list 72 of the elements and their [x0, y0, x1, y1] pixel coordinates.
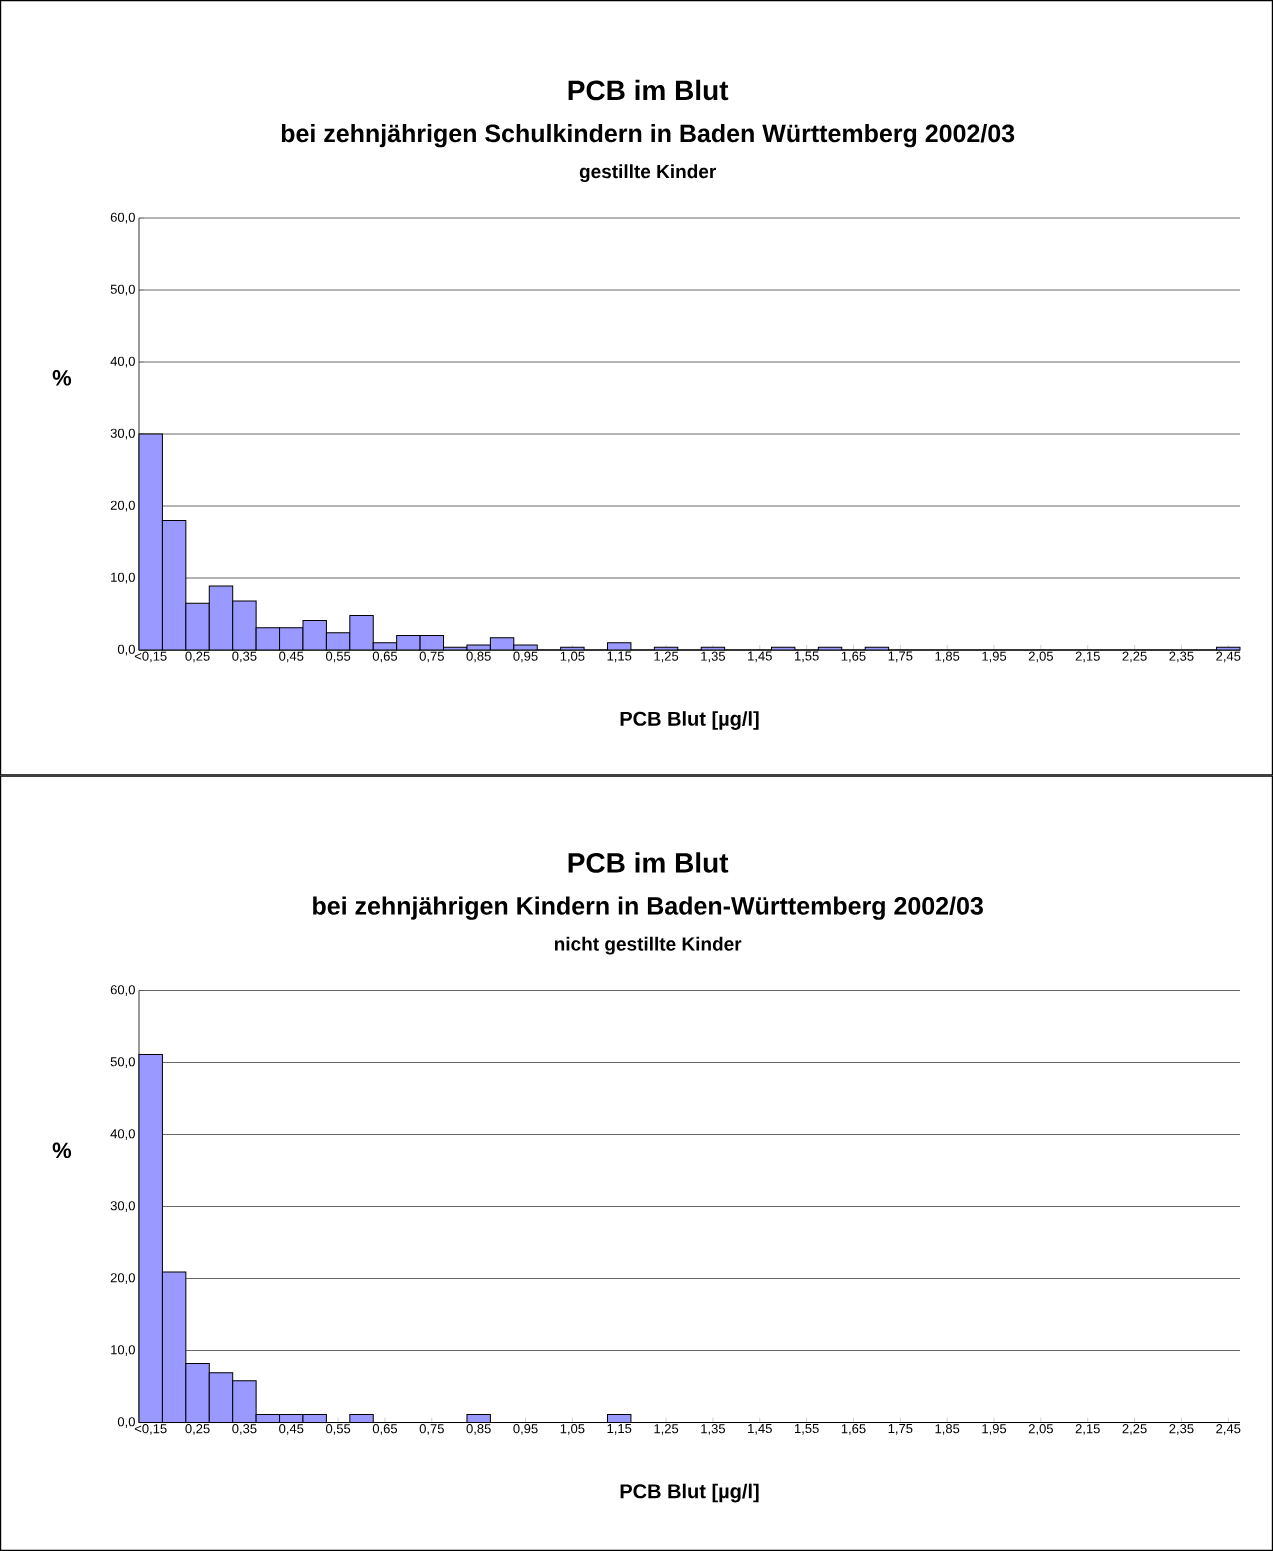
y-tick-label: 40,0 — [110, 356, 135, 368]
y-axis-title: % — [52, 370, 72, 386]
x-tick-label: 0,25 — [185, 1424, 210, 1435]
x-tick-label: 0,85 — [466, 1424, 491, 1435]
x-tick-label: 1,05 — [560, 651, 585, 663]
x-tick-label: 0,95 — [513, 1424, 538, 1435]
x-tick-label: 0,55 — [325, 651, 351, 663]
x-tick-label: 0,45 — [279, 1424, 304, 1435]
chart-subtitle: bei zehnjährigen Kindern in Baden-Württemberg 2002/03 — [313, 896, 983, 920]
x-tick-label: 1,95 — [982, 1424, 1007, 1435]
x-tick-label: 0,65 — [372, 1424, 398, 1435]
x-tick-label: 0,65 — [372, 651, 398, 663]
x-tick-label: 2,15 — [1075, 651, 1100, 663]
x-tick-label: 1,15 — [607, 1424, 632, 1435]
y-tick-label: 50,0 — [110, 284, 135, 296]
x-tick-label: 1,85 — [935, 651, 960, 663]
x-tick-label: <0,15 — [134, 1424, 167, 1435]
x-tick-label: 1,05 — [560, 1424, 585, 1435]
y-tick-label: 30,0 — [110, 428, 135, 440]
x-axis-title: PCB Blut [µg/l] — [620, 1483, 759, 1503]
x-tick-label: 1,55 — [794, 1424, 819, 1435]
x-tick-label: <0,15 — [134, 651, 167, 663]
y-tick-label: 0,0 — [117, 644, 135, 656]
x-tick-label: 2,05 — [1028, 1424, 1053, 1435]
x-tick-label: 1,65 — [841, 651, 866, 663]
x-tick-label: 0,55 — [325, 1424, 351, 1435]
chart-title: PCB im Blut — [568, 852, 729, 873]
x-tick-label: 2,05 — [1028, 651, 1053, 663]
x-tick-label: 0,25 — [185, 651, 210, 663]
y-tick-label: 50,0 — [110, 1057, 135, 1068]
y-tick-label: 60,0 — [110, 985, 135, 996]
y-tick-label: 20,0 — [110, 1273, 135, 1284]
y-axis-title: % — [52, 1142, 72, 1159]
x-tick-label: 1,45 — [748, 1424, 772, 1435]
x-tick-label: 2,15 — [1075, 1424, 1100, 1435]
x-tick-label: 2,45 — [1216, 1424, 1241, 1435]
x-tick-label: 1,95 — [982, 651, 1007, 663]
chart-title: PCB im Blut — [568, 79, 729, 101]
x-tick-label: 1,35 — [701, 651, 726, 663]
x-tick-label: 1,35 — [701, 1424, 726, 1435]
text: gestillte Kinder — [579, 164, 716, 183]
x-tick-label: 0,35 — [232, 1424, 257, 1435]
y-tick-label: 20,0 — [110, 500, 135, 512]
x-tick-label: 2,35 — [1169, 1424, 1194, 1435]
x-tick-label: 0,75 — [419, 651, 444, 663]
x-axis-title: PCB Blut [µg/l] — [620, 711, 759, 730]
x-tick-label: 1,15 — [607, 651, 632, 663]
y-tick-label: 60,0 — [110, 212, 135, 224]
x-tick-label: 1,55 — [794, 651, 819, 663]
y-tick-label: 10,0 — [111, 572, 135, 584]
x-tick-label: 0,95 — [513, 651, 538, 663]
y-tick-label: 30,0 — [110, 1201, 135, 1212]
x-tick-label: 1,75 — [888, 651, 913, 663]
x-tick-label: 2,25 — [1122, 651, 1147, 663]
x-tick-label: 1,85 — [935, 1424, 960, 1435]
x-tick-label: 1,75 — [888, 1424, 913, 1435]
x-tick-label: 1,25 — [654, 651, 679, 663]
y-tick-label: 10,0 — [111, 1345, 135, 1356]
x-tick-label: 1,25 — [654, 1424, 679, 1435]
y-tick-label: 40,0 — [110, 1129, 135, 1140]
x-tick-label: 0,85 — [466, 651, 491, 663]
x-tick-label: 2,25 — [1122, 1424, 1147, 1435]
x-tick-label: 0,35 — [232, 651, 257, 663]
x-tick-label: 2,35 — [1169, 651, 1194, 663]
x-tick-label: 0,75 — [419, 1424, 444, 1435]
x-tick-label: 2,45 — [1216, 651, 1241, 663]
x-tick-label: 1,65 — [841, 1424, 866, 1435]
chart-subtitle: bei zehnjährigen Schulkindern in Baden Württemberg 2002/03 — [281, 123, 1015, 148]
y-tick-label: 0,0 — [117, 1417, 135, 1428]
x-tick-label: 1,45 — [748, 651, 772, 663]
x-tick-label: 0,45 — [279, 651, 304, 663]
text: nicht gestillte Kinder — [554, 936, 742, 955]
